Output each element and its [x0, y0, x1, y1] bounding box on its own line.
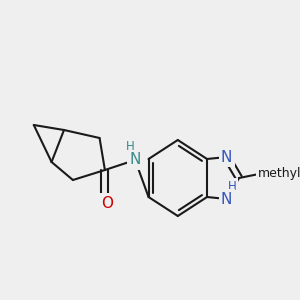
Text: O: O — [101, 196, 113, 211]
Text: H: H — [126, 140, 135, 152]
Text: N: N — [129, 152, 141, 167]
Text: methyl: methyl — [258, 167, 300, 179]
Text: N: N — [221, 191, 232, 206]
Text: H: H — [228, 179, 236, 193]
Text: N: N — [221, 149, 232, 164]
